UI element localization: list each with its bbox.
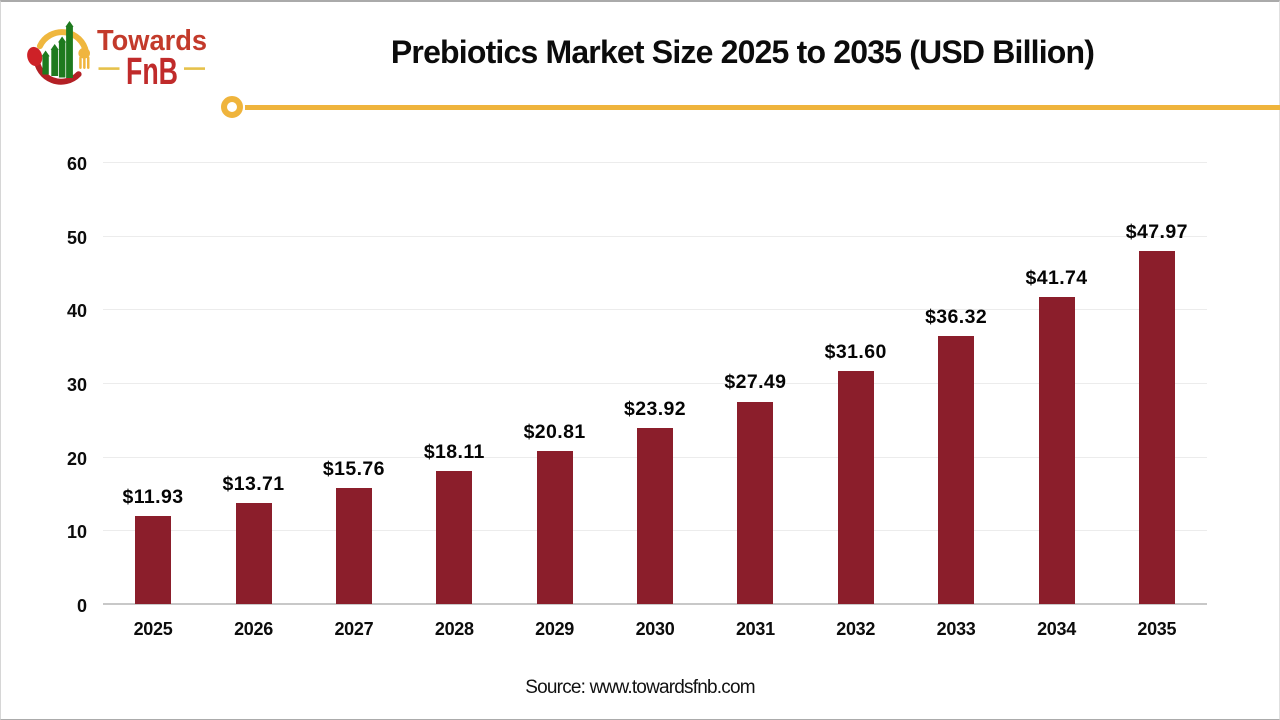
svg-text:Towards: Towards [97, 25, 207, 57]
svg-text:FnB: FnB [126, 51, 178, 93]
